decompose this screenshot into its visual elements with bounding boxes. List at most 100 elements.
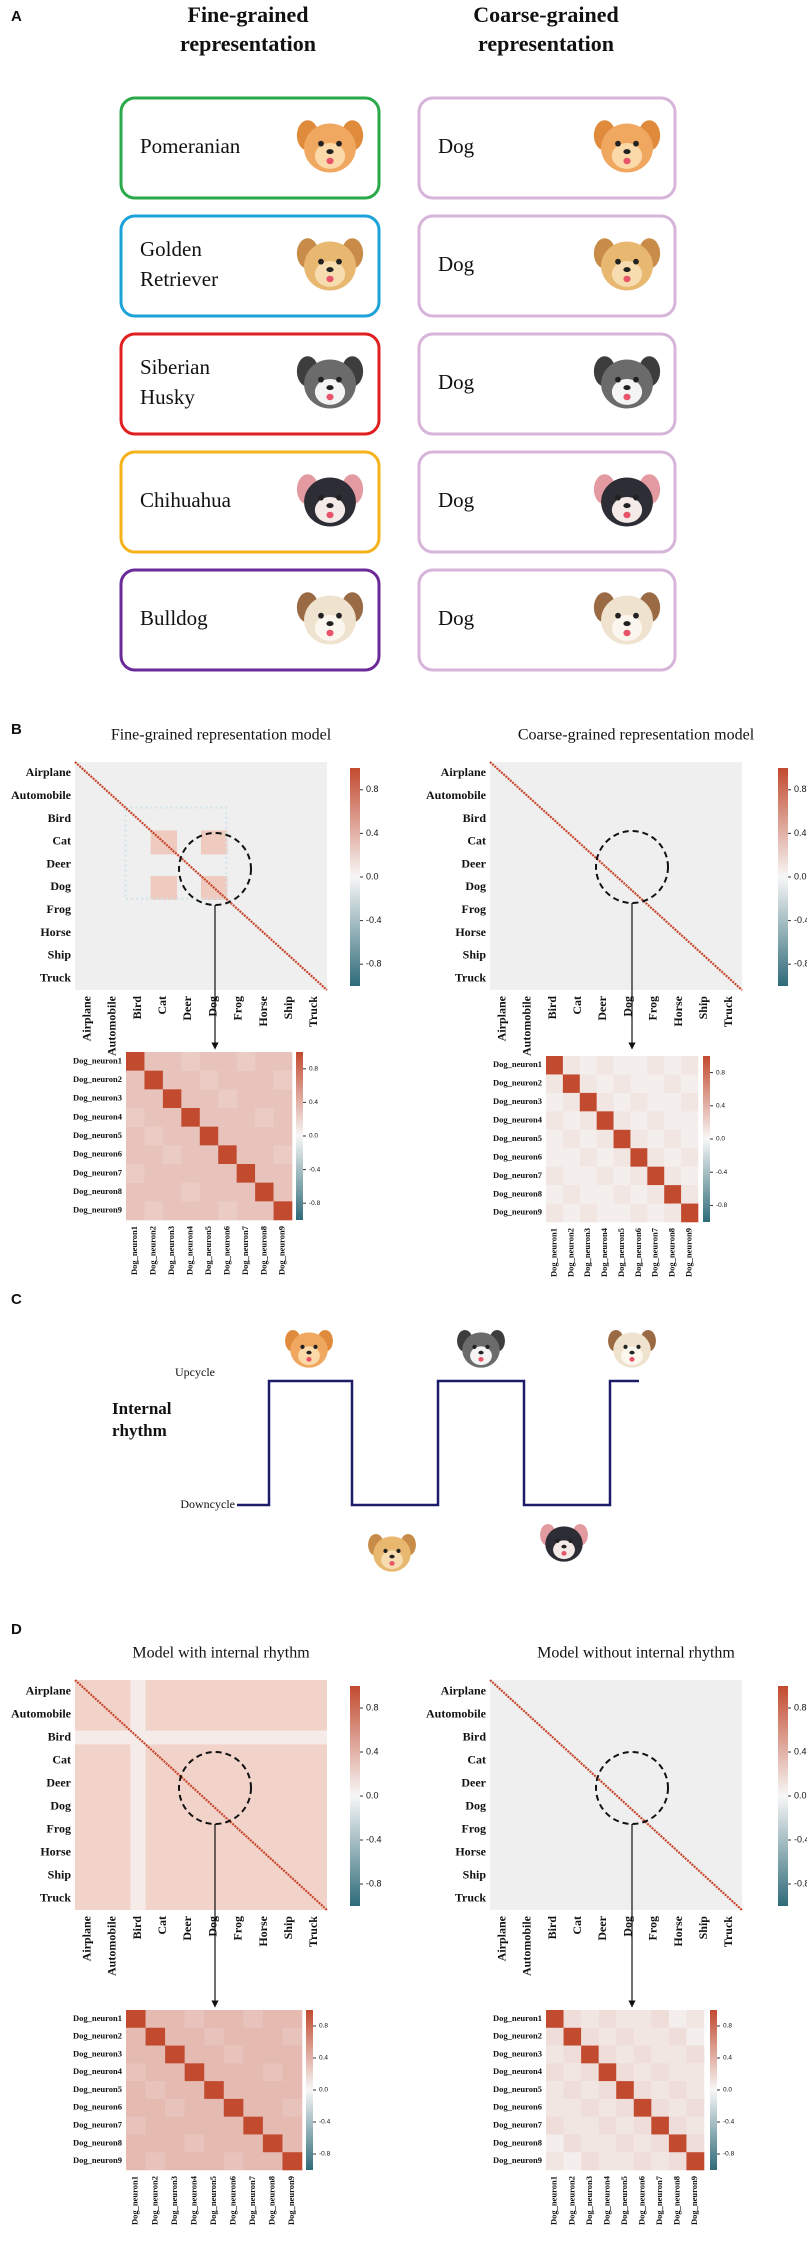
- dog-tongue: [561, 1551, 567, 1556]
- heatmap-cell: [613, 1185, 631, 1204]
- heatmap-cell: [126, 1164, 145, 1183]
- heatmap-cell: [613, 1166, 631, 1186]
- dog-eye: [615, 140, 621, 147]
- row-label: Cat: [467, 1752, 486, 1766]
- heatmap-cell: [273, 1126, 293, 1146]
- column-label: Cat: [155, 1916, 169, 1935]
- row-label: Frog: [47, 902, 71, 916]
- row-label: Bird: [463, 811, 487, 825]
- heatmap-cell: [686, 2063, 705, 2082]
- row-label: Dog_neuron7: [493, 2120, 543, 2130]
- rhythm-wave: [237, 1379, 639, 1507]
- row-label: Dog_neuron5: [493, 1133, 542, 1143]
- heatmap-cell: [546, 2027, 564, 2046]
- colorbar-label: -0.4: [309, 1166, 321, 1173]
- heatmap-cell: [633, 2098, 652, 2117]
- heatmap-cell: [144, 1126, 164, 1146]
- heatmap-cell: [218, 1126, 237, 1146]
- heatmap-diagonal: [489, 761, 743, 991]
- heatmap-cell: [144, 1089, 164, 1109]
- heatmap-cell: [199, 1182, 219, 1202]
- heatmap-cell: [126, 2027, 146, 2046]
- row-label: Dog_neuron7: [493, 1170, 543, 1180]
- heatmap-cell: [162, 1126, 182, 1146]
- heatmap-cell: [204, 2027, 225, 2046]
- heatmap-cell: [562, 1056, 581, 1075]
- colorbar: [296, 1052, 303, 1220]
- chart-title: Model with internal rhythm: [132, 1645, 310, 1662]
- heatmap-cell: [647, 1166, 665, 1186]
- heatmap-cell: [199, 1070, 219, 1090]
- heatmap-cell: [218, 1089, 237, 1109]
- heatmap-cell: [563, 2027, 582, 2046]
- heatmap-cell: [651, 2010, 670, 2029]
- heatmap-cell: [664, 1092, 682, 1112]
- heatmap-cell: [243, 2116, 264, 2135]
- row-label: Dog_neuron3: [73, 1093, 122, 1103]
- heatmap-cell: [184, 2081, 205, 2100]
- heatmap-cell: [562, 1111, 581, 1131]
- dog-eye: [633, 612, 639, 619]
- row-label: Deer: [461, 1775, 486, 1789]
- heatmap-cell: [668, 2152, 687, 2171]
- heatmap-cell: [647, 1111, 665, 1131]
- colorbar-label: 0.0: [716, 1136, 725, 1143]
- heatmap-cell: [204, 2134, 225, 2153]
- colorbar-label: 0.8: [366, 1702, 379, 1712]
- breed-label: Chihuahua: [140, 488, 232, 512]
- heatmap-cell: [184, 2010, 205, 2029]
- heatmap-cell: [236, 1126, 256, 1146]
- heatmap-cell: [236, 1052, 256, 1071]
- row-label: Dog_neuron9: [73, 1205, 122, 1215]
- breed-box: [119, 332, 381, 436]
- heatmap-cell: [236, 1108, 256, 1127]
- dog-eye: [615, 376, 621, 383]
- heatmap-cell: [262, 2134, 283, 2153]
- heatmap-cell: [664, 1129, 682, 1149]
- heatmap-cell: [664, 1074, 682, 1094]
- heatmap-cell: [218, 1164, 237, 1183]
- heatmap-cell: [633, 2027, 652, 2046]
- heatmap-cell: [255, 1201, 274, 1221]
- breed-box: [119, 568, 381, 672]
- column-label: Bird: [545, 996, 559, 1020]
- heatmap-cell: [546, 1111, 564, 1131]
- row-label: Cat: [52, 834, 71, 848]
- heatmap-cell: [664, 1111, 682, 1131]
- colorbar-label: 0.4: [366, 828, 379, 838]
- zoom-circle: [595, 830, 669, 904]
- row-label: Ship: [463, 948, 487, 962]
- heatmap-cell: [126, 2045, 146, 2064]
- heatmap-cell: [546, 2152, 564, 2171]
- heatmap-cell: [596, 1129, 614, 1149]
- class-box: [417, 568, 677, 672]
- heatmap-cell: [204, 2081, 225, 2100]
- heatmap-cell: [546, 1185, 564, 1204]
- heatmap-cell: [243, 2010, 264, 2029]
- heatmap-cell: [681, 1074, 699, 1094]
- dog-tongue: [623, 393, 631, 401]
- heatmap-cell: [255, 1126, 274, 1146]
- heatmap-cell: [126, 1201, 145, 1221]
- dog-nose: [326, 621, 334, 627]
- colorbar-label: -0.4: [723, 2119, 735, 2126]
- heatmap-cell: [681, 1166, 699, 1186]
- heatmap-cell: [223, 2134, 244, 2153]
- column-label: Ship: [281, 996, 295, 1020]
- column-label: Airplane: [79, 995, 93, 1041]
- upcycle-label: Upcycle: [175, 1365, 215, 1379]
- heatmap-cell: [181, 1052, 201, 1071]
- heatmap-cell: [199, 1108, 219, 1127]
- row-label: Dog_neuron8: [493, 2137, 542, 2147]
- heatmap-cell: [581, 2081, 599, 2100]
- colorbar: [306, 2010, 313, 2170]
- heatmap-cell: [262, 2063, 283, 2082]
- column-label: Dog_neuron6: [228, 2176, 238, 2225]
- dog-nose: [326, 385, 334, 391]
- column-label: Dog_neuron4: [601, 2175, 611, 2225]
- heatmap-cell: [562, 1148, 581, 1167]
- row-label: Dog_neuron5: [73, 2084, 122, 2094]
- heatmap-cell: [243, 2027, 264, 2046]
- dog-nose: [629, 1350, 635, 1355]
- dog-tongue: [623, 511, 631, 519]
